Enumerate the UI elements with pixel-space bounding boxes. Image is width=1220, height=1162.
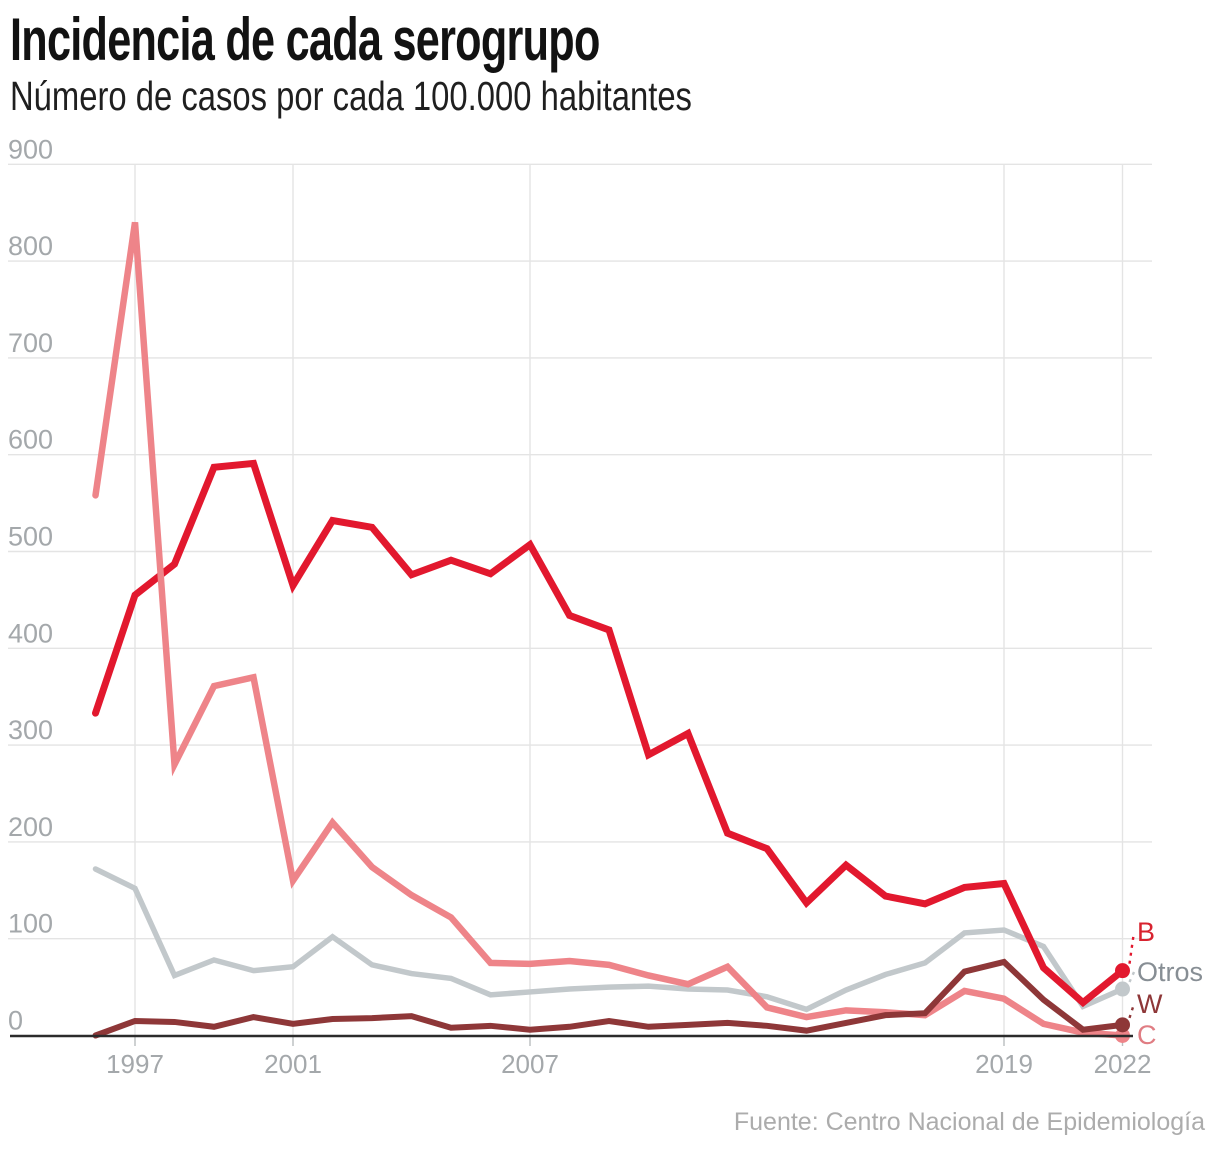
series-end-dot-Otros [1115, 981, 1130, 997]
x-axis-tick-label: 2022 [1094, 1049, 1152, 1079]
series-line-C [92, 221, 1126, 1039]
leader-line-B [1128, 931, 1136, 964]
series-line-B [92, 459, 1126, 1008]
y-axis-tick-label: 0 [8, 1006, 23, 1036]
series-label-C: C [1137, 1020, 1157, 1050]
x-axis-tick-label: 1997 [106, 1049, 164, 1079]
series-line-Otros [92, 866, 1126, 1013]
series-end-dot-W [1115, 1017, 1130, 1033]
y-axis-tick-label: 600 [8, 425, 53, 455]
y-axis-tick-label: 700 [8, 328, 53, 358]
leader-line-Otros [1128, 971, 1136, 983]
x-axis-tick-label: 2001 [264, 1049, 322, 1079]
series-line-W [92, 958, 1126, 1039]
page-subtitle: Número de casos por cada 100.000 habitan… [10, 73, 692, 119]
y-axis-tick-label: 100 [8, 909, 53, 939]
y-axis-tick-label: 300 [8, 715, 53, 745]
series-label-W: W [1137, 989, 1163, 1019]
x-axis-tick-label: 2019 [975, 1049, 1033, 1079]
y-axis-tick-label: 900 [8, 134, 53, 164]
source-credit: Fuente: Centro Nacional de Epidemiología [733, 1108, 1205, 1136]
series-label-Otros: Otros [1137, 957, 1203, 987]
y-axis-tick-label: 400 [8, 618, 53, 648]
y-axis-tick-label: 200 [8, 812, 53, 842]
x-axis-tick-label: 2007 [501, 1049, 559, 1079]
leader-line-W [1128, 1003, 1136, 1019]
y-axis-tick-label: 800 [8, 231, 53, 261]
series-end-dot-B [1115, 963, 1130, 979]
page-title: Incidencia de cada serogrupo [10, 6, 600, 73]
y-axis-tick-label: 500 [8, 522, 53, 552]
series-label-B: B [1137, 917, 1155, 947]
